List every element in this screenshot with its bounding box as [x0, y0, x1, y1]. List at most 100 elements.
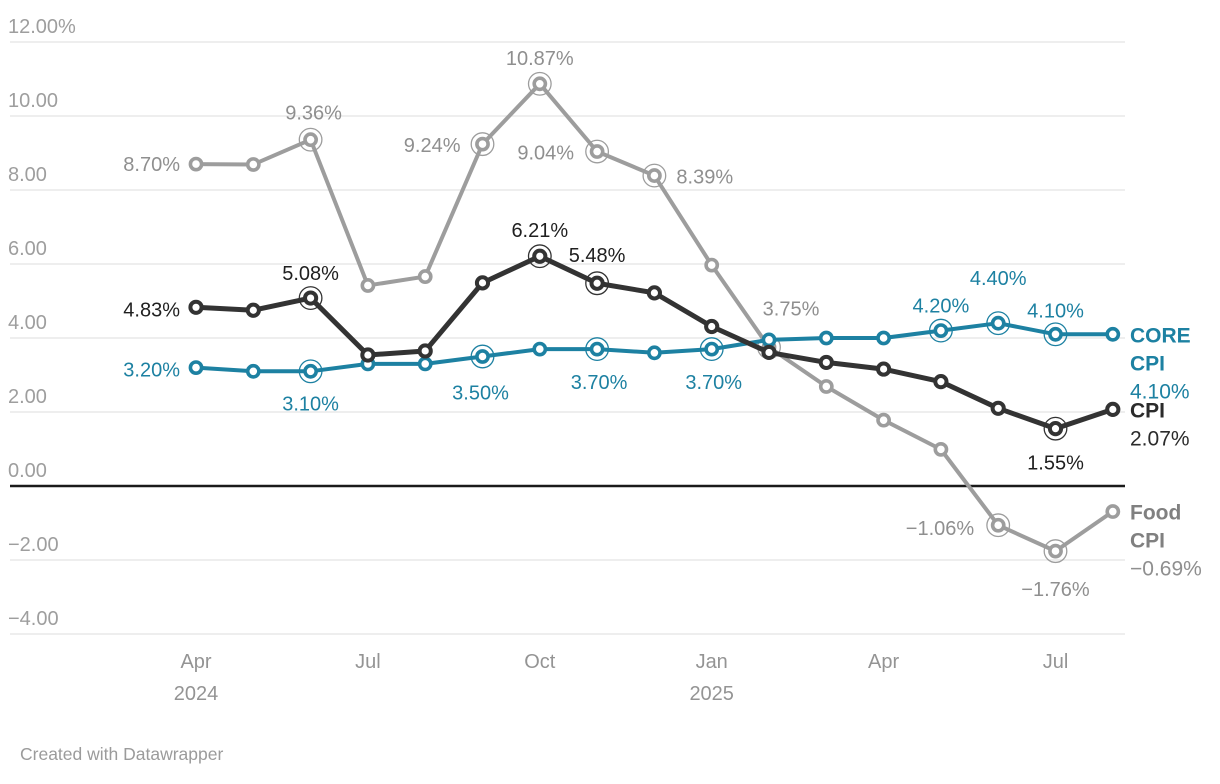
data-point-food-cpi-jun-2024[interactable] — [303, 132, 318, 148]
data-point-food-cpi-jan-2025[interactable] — [704, 257, 720, 273]
y-axis-tick-label: −4.00 — [8, 608, 59, 630]
highlight-ring-core-cpi-jun-2024 — [298, 359, 323, 384]
value-label-food-cpi: 10.87% — [506, 48, 574, 70]
highlight-ring-cpi-jun-2024 — [298, 286, 323, 310]
data-point-food-cpi-apr-2025[interactable] — [876, 412, 891, 428]
data-point-core-cpi-apr-2025[interactable] — [876, 330, 891, 346]
data-point-food-cpi-may-2025[interactable] — [933, 441, 949, 457]
data-point-core-cpi-oct-2024[interactable] — [532, 341, 548, 357]
value-label-core-cpi: 4.40% — [970, 268, 1027, 290]
value-label-core-cpi: 3.70% — [685, 372, 742, 394]
data-point-cpi-dec-2024[interactable] — [646, 285, 663, 301]
highlight-ring-cpi-nov-2024 — [585, 271, 610, 296]
value-label-food-cpi: 8.70% — [123, 154, 180, 176]
x-axis-tick-label: Apr — [180, 651, 211, 673]
value-label-food-cpi: 8.39% — [676, 167, 733, 189]
data-point-food-cpi-may-2024[interactable] — [245, 157, 261, 172]
data-point-core-cpi-dec-2024[interactable] — [647, 345, 662, 361]
x-axis-tick-label: Jul — [355, 651, 381, 673]
data-point-food-cpi-sep-2024[interactable] — [475, 136, 490, 152]
series-name-label-food-cpi: CPI — [1130, 530, 1165, 553]
data-point-core-cpi-jan-2025[interactable] — [704, 341, 720, 357]
data-point-cpi-aug-2025[interactable] — [1105, 401, 1121, 418]
data-point-food-cpi-jul-2024[interactable] — [360, 278, 376, 293]
value-label-cpi: 5.48% — [569, 245, 626, 267]
value-label-core-cpi: 4.10% — [1027, 300, 1084, 322]
data-point-cpi-apr-2025[interactable] — [876, 361, 892, 377]
data-point-food-cpi-apr-2024[interactable] — [188, 156, 204, 172]
data-point-core-cpi-may-2025[interactable] — [933, 323, 949, 338]
data-point-cpi-jun-2025[interactable] — [990, 400, 1006, 416]
value-label-food-cpi: −1.76% — [1021, 579, 1090, 601]
y-axis-tick-label: −2.00 — [8, 534, 59, 556]
data-point-food-cpi-dec-2024[interactable] — [647, 168, 662, 183]
value-label-food-cpi: 9.04% — [517, 143, 574, 165]
data-point-food-cpi-oct-2024[interactable] — [532, 76, 548, 92]
value-label-cpi: 1.55% — [1027, 453, 1084, 475]
data-point-core-cpi-feb-2025[interactable] — [761, 332, 777, 348]
value-label-food-cpi: 9.24% — [404, 135, 461, 157]
x-axis-tick-year-label: 2024 — [174, 683, 219, 705]
data-point-food-cpi-aug-2024[interactable] — [417, 269, 433, 284]
y-axis-tick-label: 0.00 — [8, 460, 47, 482]
highlight-ring-food-cpi-sep-2024 — [470, 132, 495, 157]
value-label-food-cpi: 3.75% — [763, 298, 820, 320]
highlight-ring-core-cpi-sep-2024 — [470, 344, 495, 369]
highlight-ring-core-cpi-may-2025 — [928, 318, 953, 343]
y-axis-tick-label: 6.00 — [8, 238, 47, 260]
data-point-core-cpi-may-2024[interactable] — [245, 363, 261, 379]
data-point-core-cpi-nov-2024[interactable] — [589, 341, 605, 357]
series-end-value-food-cpi: −0.69% — [1130, 558, 1202, 581]
data-point-cpi-sep-2024[interactable] — [474, 275, 491, 291]
data-point-food-cpi-nov-2024[interactable] — [589, 144, 605, 159]
highlight-ring-food-cpi-jun-2024 — [298, 127, 323, 152]
data-point-cpi-aug-2024[interactable] — [417, 343, 433, 359]
data-point-cpi-feb-2025[interactable] — [761, 344, 777, 361]
data-point-food-cpi-aug-2025[interactable] — [1105, 504, 1121, 519]
data-point-cpi-may-2025[interactable] — [933, 374, 949, 390]
x-axis-tick-label: Jul — [1043, 651, 1069, 673]
x-axis-tick-label: Apr — [868, 651, 899, 673]
series-name-label-core-cpi: CORE — [1130, 324, 1191, 347]
data-point-cpi-apr-2024[interactable] — [188, 299, 204, 315]
data-point-cpi-oct-2024[interactable] — [532, 248, 548, 264]
x-axis-tick-label: Jan — [696, 651, 728, 673]
highlight-ring-cpi-jul-2025 — [1043, 416, 1068, 441]
data-point-food-cpi-mar-2025[interactable] — [818, 379, 834, 394]
data-point-core-cpi-apr-2024[interactable] — [188, 360, 204, 375]
data-point-core-cpi-sep-2024[interactable] — [475, 349, 490, 364]
highlight-ring-core-cpi-jul-2025 — [1043, 322, 1068, 347]
series-name-label-cpi: CPI — [1130, 399, 1165, 422]
highlight-ring-food-cpi-jun-2025 — [986, 513, 1011, 538]
data-point-core-cpi-aug-2025[interactable] — [1105, 326, 1121, 342]
value-label-core-cpi: 3.10% — [282, 393, 339, 415]
data-point-cpi-nov-2024[interactable] — [589, 275, 605, 291]
data-point-core-cpi-mar-2025[interactable] — [818, 330, 834, 346]
y-axis-tick-label: 8.00 — [8, 164, 47, 186]
data-point-core-cpi-aug-2024[interactable] — [417, 356, 433, 372]
data-point-core-cpi-jun-2024[interactable] — [303, 363, 318, 379]
highlight-ring-core-cpi-jun-2025 — [986, 311, 1011, 336]
data-point-food-cpi-jul-2025[interactable] — [1048, 543, 1063, 559]
data-point-cpi-mar-2025[interactable] — [818, 354, 834, 371]
data-point-cpi-jan-2025[interactable] — [704, 318, 720, 335]
y-axis-tick-label: 10.00 — [8, 90, 58, 112]
x-axis-tick-year-label: 2025 — [689, 683, 734, 705]
series-end-value-cpi: 2.07% — [1130, 427, 1190, 450]
data-point-cpi-may-2024[interactable] — [245, 302, 261, 318]
data-point-cpi-jun-2024[interactable] — [303, 290, 319, 306]
data-point-food-cpi-jun-2025[interactable] — [990, 517, 1006, 533]
value-label-core-cpi: 3.70% — [571, 372, 628, 394]
data-point-cpi-jul-2025[interactable] — [1047, 421, 1064, 437]
data-point-core-cpi-jun-2025[interactable] — [990, 315, 1006, 331]
value-label-food-cpi: −1.06% — [906, 518, 975, 540]
highlight-ring-food-cpi-jul-2025 — [1043, 539, 1068, 564]
value-label-core-cpi: 3.20% — [123, 360, 180, 382]
datawrapper-credit-link[interactable]: Created with Datawrapper — [20, 744, 224, 764]
highlight-ring-core-cpi-jan-2025 — [699, 337, 724, 362]
data-point-cpi-jul-2024[interactable] — [360, 347, 376, 363]
series-name-label-food-cpi: Food — [1130, 502, 1181, 525]
highlight-ring-food-cpi-oct-2024 — [527, 71, 552, 96]
data-point-core-cpi-jul-2025[interactable] — [1048, 326, 1063, 342]
